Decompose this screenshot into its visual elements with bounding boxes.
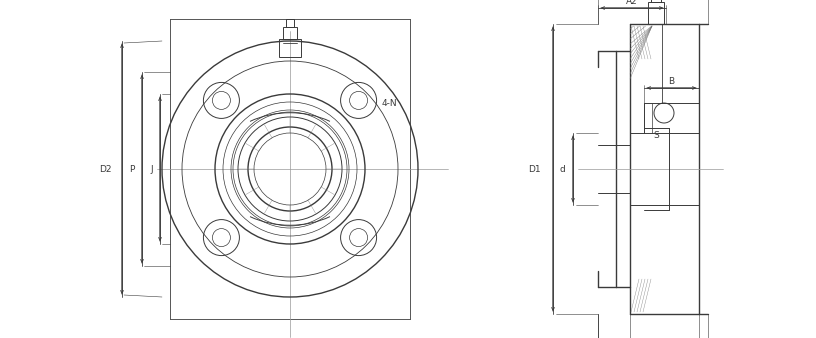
- Text: d: d: [559, 165, 565, 173]
- Text: B: B: [668, 76, 675, 86]
- Bar: [279, 39, 301, 57]
- Bar: [651, 0, 661, 2]
- Text: D2: D2: [100, 165, 112, 173]
- Text: 4-N: 4-N: [382, 99, 397, 108]
- Text: P: P: [129, 165, 134, 173]
- Bar: [648, 2, 664, 24]
- Text: S: S: [653, 131, 659, 141]
- Text: D1: D1: [529, 165, 541, 173]
- Text: J: J: [150, 165, 153, 173]
- Text: A2: A2: [626, 0, 638, 5]
- Bar: [286, 19, 294, 27]
- Bar: [283, 27, 297, 39]
